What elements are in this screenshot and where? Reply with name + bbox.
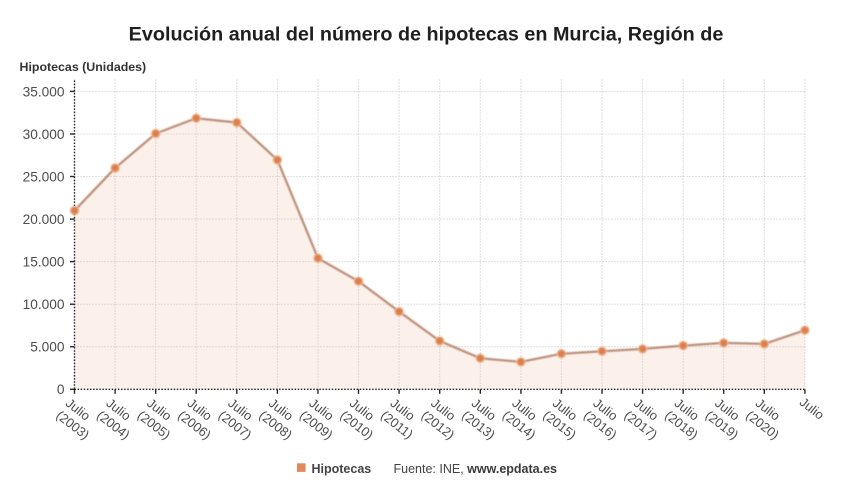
- svg-text:15.000: 15.000: [23, 255, 65, 270]
- svg-text:30.000: 30.000: [23, 127, 65, 142]
- svg-text:Hipotecas: Hipotecas: [312, 462, 372, 476]
- svg-text:25.000: 25.000: [23, 169, 65, 184]
- svg-text:10.000: 10.000: [23, 297, 65, 312]
- svg-text:0: 0: [57, 382, 65, 397]
- svg-text:5.000: 5.000: [30, 340, 65, 355]
- svg-text:Fuente: INE, www.epdata.es: Fuente: INE, www.epdata.es: [394, 462, 558, 476]
- svg-text:Evolución anual del número de: Evolución anual del número de hipotecas …: [129, 24, 724, 46]
- svg-text:20.000: 20.000: [23, 212, 65, 227]
- svg-text:Hipotecas (Unidades): Hipotecas (Unidades): [20, 60, 147, 74]
- svg-text:35.000: 35.000: [23, 84, 65, 99]
